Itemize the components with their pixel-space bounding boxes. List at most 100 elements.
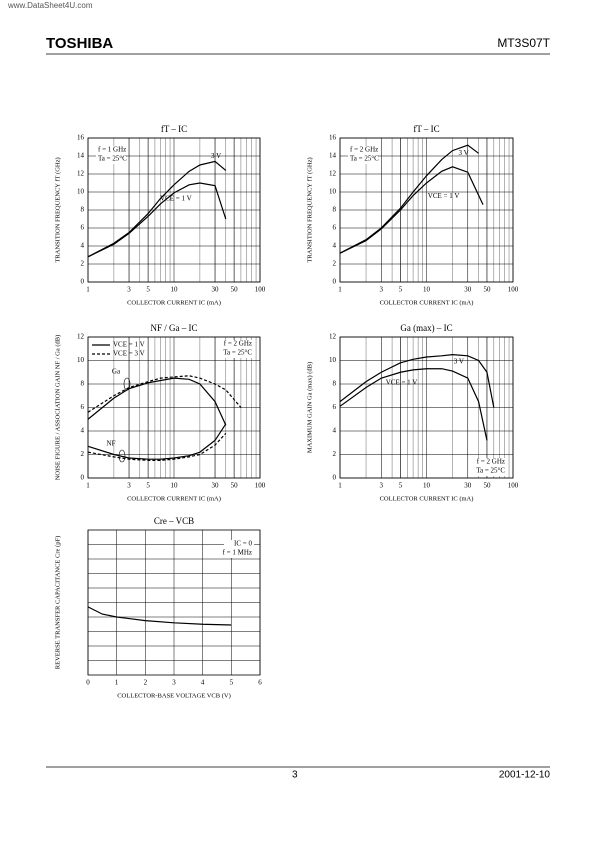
y-tick-label: 2 — [333, 260, 337, 268]
note: Ta = 25°C — [98, 155, 127, 163]
x-tick-label: 50 — [483, 286, 491, 294]
x-tick-label: 2 — [144, 679, 148, 687]
x-tick-label: 100 — [508, 286, 519, 294]
x-tick-label: 10 — [423, 286, 431, 294]
x-tick-label: 5 — [146, 482, 150, 490]
series-line — [87, 182, 227, 258]
y-tick-label: 8 — [333, 206, 337, 214]
note-bg — [348, 155, 378, 164]
series-line — [339, 144, 479, 254]
series-label: VCE = 1 V — [386, 378, 418, 386]
x-tick-label: 30 — [212, 286, 220, 294]
x-tick-label: 1 — [338, 482, 342, 490]
part-number: MT3S07T — [497, 36, 550, 50]
note-bg — [224, 349, 254, 358]
x-tick-label: 50 — [231, 482, 239, 490]
y-tick-label: 4 — [333, 242, 337, 250]
ga-curve — [87, 375, 242, 413]
series-label: VCE = 1 V — [428, 192, 460, 200]
y-tick-label: 4 — [81, 427, 85, 435]
nf-curve — [87, 432, 227, 461]
y-axis-label: TRANSITION FREQUENCY fT (GHz) — [54, 157, 61, 262]
chart-title: Ga (max) – IC — [400, 323, 452, 333]
page-number: 3 — [292, 770, 298, 781]
note-bg — [96, 146, 126, 155]
x-tick-label: 1 — [115, 679, 119, 687]
x-tick-label: 3 — [172, 679, 176, 687]
legend-label: VCE = 1 V — [113, 341, 145, 349]
x-axis-label: COLLECTOR-BASE VOLTAGE VCB (V) — [117, 692, 231, 699]
y-axis-label: TRANSITION FREQUENCY fT (GHz) — [306, 157, 313, 262]
curve-annotation: NF — [107, 440, 116, 448]
series-line — [339, 166, 484, 254]
note: f = 1 GHz — [98, 146, 126, 154]
note-bg — [477, 458, 507, 467]
series-line — [87, 606, 232, 626]
x-tick-label: 5 — [399, 482, 403, 490]
note-bg — [348, 146, 378, 155]
series-label: 3 V — [454, 357, 464, 365]
y-tick-label: 8 — [81, 380, 85, 388]
x-tick-label: 100 — [255, 286, 266, 294]
y-tick-label: 12 — [329, 170, 337, 178]
note-bg — [477, 467, 507, 476]
series-line — [339, 354, 495, 408]
x-tick-label: 30 — [464, 482, 472, 490]
x-axis-label: COLLECTOR CURRENT IC (mA) — [127, 299, 221, 306]
note: f = 1 MHz — [223, 549, 252, 557]
x-tick-label: 4 — [201, 679, 205, 687]
y-tick-label: 10 — [77, 188, 85, 196]
x-tick-label: 1 — [338, 286, 342, 294]
series-label: 3 V — [459, 149, 469, 157]
y-tick-label: 14 — [329, 152, 337, 160]
y-tick-label: 6 — [333, 403, 337, 411]
x-tick-label: 5 — [230, 679, 234, 687]
y-tick-label: 0 — [81, 278, 85, 286]
chart-title: NF / Ga – IC — [151, 323, 198, 333]
x-axis-label: COLLECTOR CURRENT IC (mA) — [380, 495, 474, 502]
y-tick-label: 12 — [77, 333, 85, 341]
y-tick-label: 16 — [77, 134, 85, 142]
x-tick-label: 3 — [127, 286, 131, 294]
note-bg — [224, 540, 254, 549]
y-tick-label: 8 — [81, 206, 85, 214]
y-tick-label: 6 — [81, 224, 85, 232]
y-axis-label: NOISE FIGURE / ASSOCIATION GAIN NF / Ga … — [54, 335, 61, 481]
x-axis-label: COLLECTOR CURRENT IC (mA) — [380, 299, 474, 306]
x-tick-label: 6 — [258, 679, 262, 687]
series-line — [87, 160, 227, 258]
nf-curve — [87, 423, 227, 460]
y-tick-label: 6 — [333, 224, 337, 232]
series-label: 3 V — [211, 152, 221, 160]
y-tick-label: 0 — [333, 278, 337, 286]
y-tick-label: 12 — [329, 333, 337, 341]
x-tick-label: 5 — [399, 286, 403, 294]
x-tick-label: 50 — [483, 482, 491, 490]
y-tick-label: 2 — [81, 260, 85, 268]
y-tick-label: 4 — [333, 427, 337, 435]
y-tick-label: 10 — [77, 356, 85, 364]
x-tick-label: 5 — [146, 286, 150, 294]
y-tick-label: 14 — [77, 152, 85, 160]
date: 2001-12-10 — [499, 770, 551, 781]
x-tick-label: 3 — [127, 482, 131, 490]
y-tick-label: 12 — [77, 170, 85, 178]
y-tick-label: 16 — [329, 134, 337, 142]
note: IC = 0 — [234, 540, 252, 548]
series-label: VCE = 1 V — [160, 194, 192, 202]
y-axis-label: MAXIMUM GAIN Ga (max) (dB) — [306, 362, 313, 453]
x-tick-label: 3 — [380, 286, 384, 294]
y-tick-label: 10 — [329, 188, 337, 196]
chart-title: fT – IC — [413, 124, 439, 134]
curve-annotation: Ga — [112, 368, 121, 376]
y-tick-label: 4 — [81, 242, 85, 250]
ga-curve — [87, 377, 227, 426]
x-tick-label: 10 — [171, 482, 179, 490]
x-tick-label: 0 — [86, 679, 90, 687]
note-bg — [224, 340, 254, 349]
y-tick-label: 8 — [333, 380, 337, 388]
x-tick-label: 3 — [380, 482, 384, 490]
y-tick-label: 0 — [81, 474, 85, 482]
